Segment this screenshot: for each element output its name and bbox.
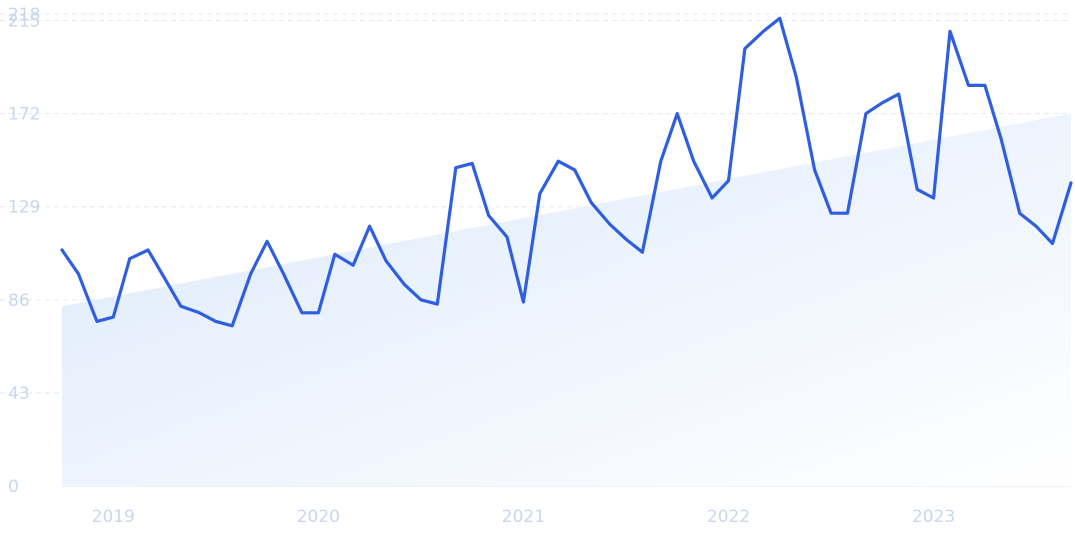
x-tick-label: 2020 (297, 507, 340, 527)
x-tick-label: 2022 (707, 507, 750, 527)
y-tick-label: 129 (8, 198, 40, 218)
trend-area-fill (62, 113, 1071, 487)
y-tick-label: 43 (8, 384, 30, 404)
y-tick-label: 172 (8, 105, 40, 125)
x-tick-label: 2021 (502, 507, 545, 527)
series-line (60, 16, 1073, 328)
y-tick-label: 0 (8, 477, 19, 497)
trend-area (62, 113, 1071, 487)
x-tick-label: 2023 (912, 507, 955, 527)
x-axis-ticks: 2019 2020 2021 2022 2023 (92, 507, 956, 527)
y-tick-label: 218 (8, 5, 40, 25)
x-tick-label: 2019 (92, 507, 135, 527)
y-tick-label: 86 (8, 291, 30, 311)
series-lines (60, 16, 1073, 328)
y-tick-label: 215 (8, 11, 40, 31)
